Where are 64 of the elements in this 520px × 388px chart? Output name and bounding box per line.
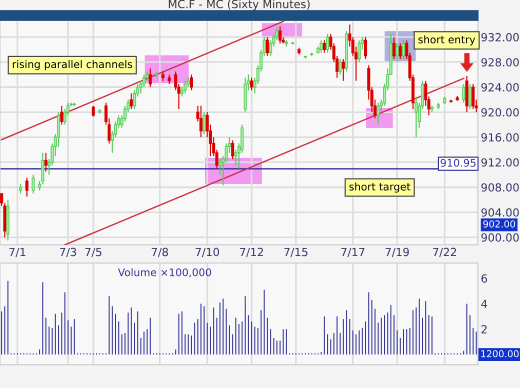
candlestick — [342, 58, 345, 82]
x-tick-label: 7/10 — [196, 248, 220, 258]
ref-line-label: 910.95 — [440, 158, 476, 167]
y-tick-label: 4 — [481, 300, 488, 308]
candlestick — [44, 152, 48, 172]
candlestick — [462, 83, 466, 104]
y-tick-label: 2 — [481, 325, 487, 334]
candlestick — [60, 105, 64, 126]
x-tick-label: 7/15 — [284, 248, 308, 258]
y-tick-label: 912.00 — [481, 158, 519, 167]
y-tick-label: 904.00 — [481, 208, 519, 217]
x-tick-label: 7/19 — [386, 248, 409, 258]
candlestick — [468, 83, 472, 110]
y-tick-label: 924.00 — [481, 83, 519, 92]
text: 902.00 — [483, 220, 516, 228]
candlestick — [326, 33, 330, 54]
text: 1200.00 — [481, 350, 519, 358]
candlestick — [32, 174, 35, 194]
candlestick — [338, 58, 342, 76]
candlestick — [130, 92, 133, 110]
candlestick — [278, 26, 282, 44]
y-tick-label: 6 — [481, 274, 488, 283]
x-tick-label: 7/8 — [152, 248, 168, 258]
candlestick — [322, 40, 326, 54]
candlestick — [168, 74, 171, 85]
candlestick — [161, 70, 165, 82]
candlestick — [392, 36, 396, 60]
x-tick-label: 7/12 — [240, 248, 263, 258]
y-tick-label: 928.00 — [481, 58, 519, 66]
y-tick-label: 916.00 — [481, 133, 519, 142]
candlestick — [19, 184, 22, 194]
candlestick — [376, 102, 380, 126]
candlestick — [320, 40, 323, 54]
candlestick — [199, 105, 202, 138]
candlestick — [266, 36, 269, 56]
candlestick — [92, 105, 95, 118]
y-tick-label: 908.00 — [481, 183, 519, 192]
candlestick — [358, 40, 361, 63]
candlestick — [414, 96, 418, 138]
candlestick — [190, 74, 193, 91]
y-tick-label: 900.00 — [481, 233, 519, 242]
candlestick — [148, 68, 152, 88]
candlestick — [25, 177, 28, 198]
y-tick-label: 920.00 — [481, 108, 519, 117]
x-tick-label: 7/5 — [85, 248, 102, 258]
chart-title: MC.F - MC (Sixty Minutes) — [168, 0, 310, 10]
candlestick — [472, 83, 475, 110]
candlestick — [231, 140, 234, 160]
y-tick-label: 932.00 — [481, 33, 519, 42]
x-tick-label: 7/17 — [341, 248, 364, 258]
chart-title: Volume ×100,000 — [118, 268, 212, 278]
x-tick-label: 7/3 — [60, 248, 76, 258]
candlestick — [398, 42, 402, 60]
candlestick — [202, 112, 206, 135]
candlestick — [396, 42, 399, 63]
candlestick — [184, 80, 187, 94]
x-tick-label: 7/1 — [9, 248, 26, 258]
annotation: short target — [349, 182, 410, 193]
annotation: short entry — [418, 35, 476, 46]
annotation: rising parallel channels — [12, 60, 132, 70]
candlestick — [250, 77, 254, 91]
candlestick — [364, 36, 368, 60]
candlestick — [402, 40, 406, 60]
x-tick-label: 7/22 — [433, 248, 456, 258]
